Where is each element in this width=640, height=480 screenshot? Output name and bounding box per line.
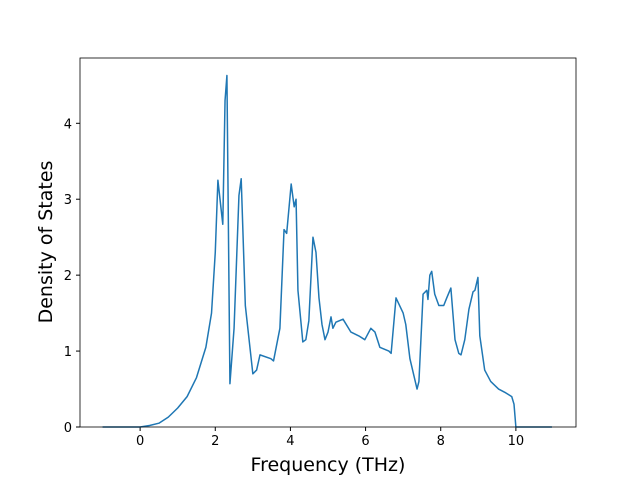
plot-frame bbox=[79, 57, 577, 428]
x-tick-label: 10 bbox=[508, 434, 525, 449]
x-tick-label: 2 bbox=[211, 434, 219, 449]
y-tick-label: 1 bbox=[64, 345, 72, 360]
x-tick-label: 0 bbox=[136, 434, 144, 449]
x-tick-label: 4 bbox=[286, 434, 294, 449]
y-tick-label: 3 bbox=[64, 193, 72, 208]
line bbox=[102, 74, 552, 428]
y-tick-label: 2 bbox=[64, 269, 72, 284]
y-tick-label: 0 bbox=[64, 421, 72, 436]
y-tick-label: 4 bbox=[64, 117, 72, 132]
y-axis-label: Density of States bbox=[35, 161, 57, 324]
x-tick-label: 6 bbox=[361, 434, 369, 449]
x-tick-label: 8 bbox=[437, 434, 445, 449]
x-axis-label: Frequency (THz) bbox=[251, 454, 406, 476]
